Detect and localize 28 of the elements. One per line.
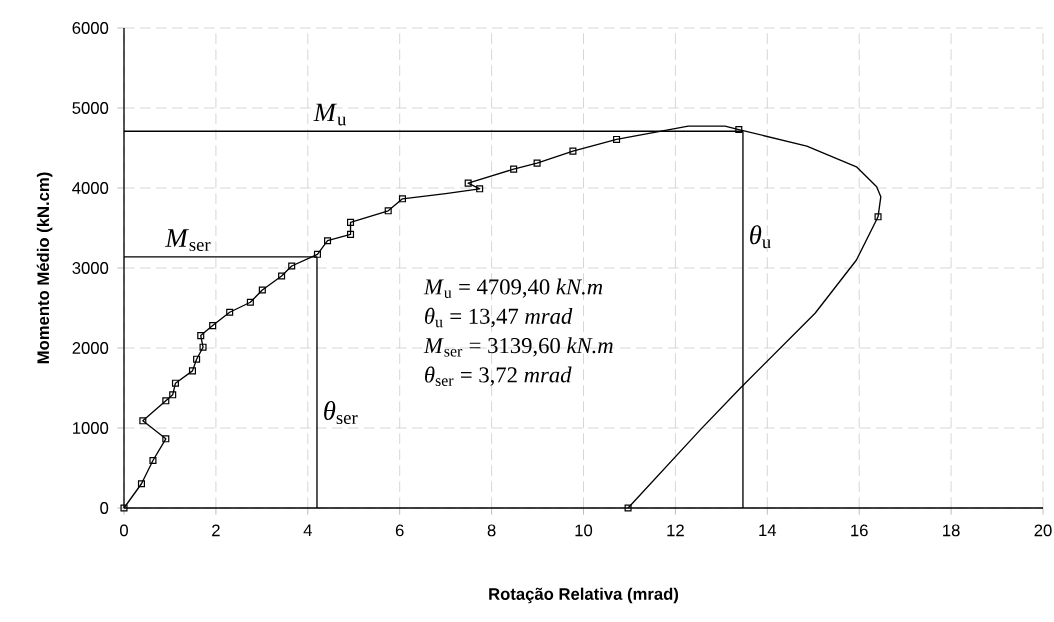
annotation: θ$_{u}$ = 13,47 mrad — [425, 307, 573, 328]
y-tick-label: 2000 — [72, 342, 109, 354]
annotation: θ$_{ser}$ = 3,72 mrad — [425, 366, 572, 386]
x-tick-label: 2 — [212, 524, 220, 537]
y-tick-label: 4000 — [72, 182, 109, 194]
x-tick-label: 6 — [395, 524, 404, 537]
ref-line-label: θ$_{ser}$ — [324, 401, 358, 425]
x-tick-label: 20 — [1034, 524, 1052, 537]
y-tick-label: 5000 — [72, 102, 109, 114]
y-tick-label: 6000 — [72, 22, 109, 34]
x-tick-label: 16 — [851, 524, 868, 537]
x-axis-title: Rotação Relativa (mrad) — [489, 587, 679, 604]
y-tick-label: 1000 — [73, 422, 109, 434]
x-tick-label: 12 — [667, 524, 684, 537]
y-axis-title: Momento Médio (kN.cm) — [36, 172, 53, 364]
x-tick-label: 0 — [120, 524, 128, 537]
x-tick-label: 8 — [487, 524, 496, 537]
y-tick-label: 3000 — [72, 262, 109, 274]
annotation: M$_{ser}$ = 3139,60 kN.m — [423, 337, 613, 357]
annotation: M$_{u}$ = 4709,40 kN.m — [423, 278, 603, 298]
ref-line-label: M$_{ser}$ — [165, 229, 211, 252]
y-tick-label: 0 — [100, 502, 109, 514]
x-tick-label: 18 — [943, 524, 960, 537]
ref-line-label: θ$_{u}$ — [750, 225, 771, 249]
ref-line-label: M$_{u}$ — [313, 103, 347, 126]
x-tick-label: 4 — [303, 524, 312, 536]
x-tick-label: 14 — [759, 524, 777, 536]
x-tick-label: 10 — [575, 524, 593, 537]
